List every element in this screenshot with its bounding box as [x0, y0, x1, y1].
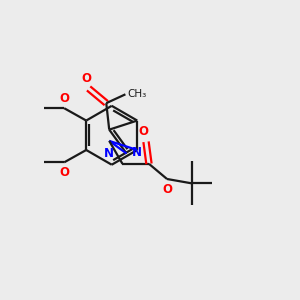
Text: O: O — [162, 183, 172, 196]
Text: CH₃: CH₃ — [128, 89, 147, 99]
Text: O: O — [82, 73, 92, 85]
Text: N: N — [131, 146, 142, 158]
Text: N: N — [103, 147, 114, 160]
Text: O: O — [59, 92, 69, 105]
Text: O: O — [138, 125, 148, 138]
Text: O: O — [59, 166, 69, 179]
